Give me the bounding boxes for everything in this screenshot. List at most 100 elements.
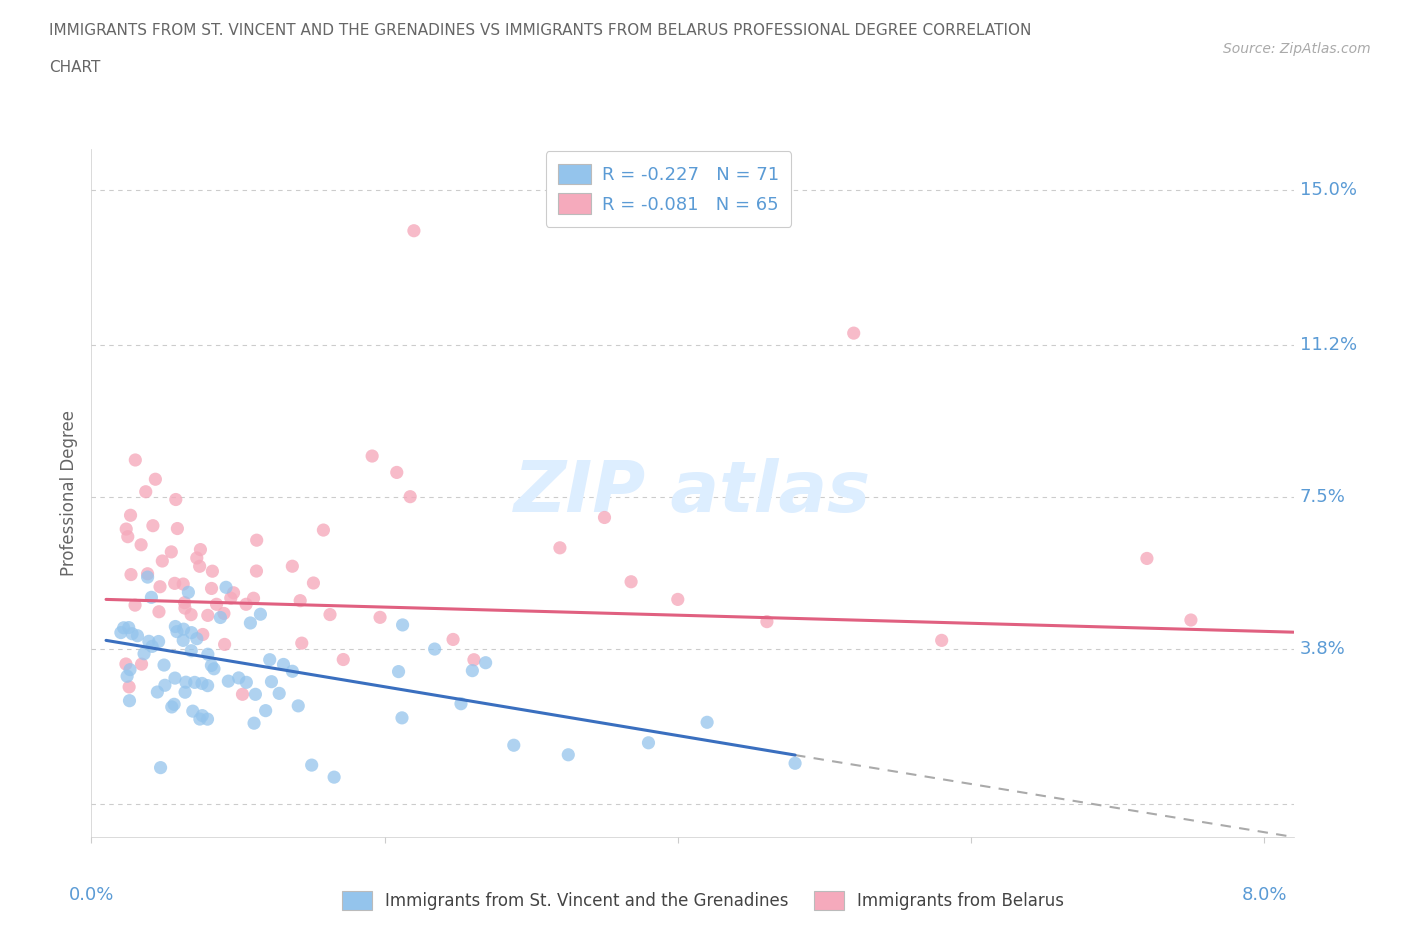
Point xyxy=(160,544,183,559)
Point xyxy=(260,674,283,689)
Y-axis label: Professional Degree: Professional Degree xyxy=(60,410,79,576)
Point xyxy=(180,644,202,658)
Point xyxy=(163,697,186,711)
Point xyxy=(188,559,211,574)
Point xyxy=(474,656,496,671)
Point xyxy=(138,634,160,649)
Point xyxy=(190,542,212,557)
Point xyxy=(172,577,194,591)
Point xyxy=(1136,551,1159,565)
Point xyxy=(115,657,138,671)
Point xyxy=(385,465,408,480)
Point xyxy=(217,673,239,688)
Point xyxy=(249,606,271,621)
Point xyxy=(173,595,195,610)
Point xyxy=(783,756,806,771)
Point xyxy=(174,601,197,616)
Point xyxy=(215,580,238,595)
Point xyxy=(120,508,142,523)
Point xyxy=(132,646,155,661)
Point xyxy=(239,616,262,631)
Point xyxy=(231,687,253,702)
Point xyxy=(463,652,485,667)
Point xyxy=(129,538,152,552)
Point xyxy=(228,671,250,685)
Text: 0.0%: 0.0% xyxy=(69,886,114,904)
Point xyxy=(323,770,346,785)
Point xyxy=(391,711,413,725)
Point xyxy=(461,663,484,678)
Point xyxy=(302,576,325,591)
Point xyxy=(441,632,464,647)
Point xyxy=(502,737,524,752)
Point xyxy=(214,637,236,652)
Point xyxy=(666,592,689,607)
Point xyxy=(166,521,188,536)
Point xyxy=(124,453,146,468)
Text: 3.8%: 3.8% xyxy=(1299,640,1346,658)
Point xyxy=(118,680,141,695)
Point xyxy=(200,658,222,673)
Point xyxy=(120,567,142,582)
Point xyxy=(200,581,222,596)
Point xyxy=(177,585,200,600)
Point xyxy=(117,529,139,544)
Point xyxy=(361,448,384,463)
Text: ZIP atlas: ZIP atlas xyxy=(513,458,872,527)
Point xyxy=(450,697,472,711)
Point xyxy=(191,627,214,642)
Point xyxy=(301,758,323,773)
Point xyxy=(842,326,865,340)
Point xyxy=(118,662,141,677)
Point xyxy=(637,736,659,751)
Point xyxy=(269,686,291,701)
Point xyxy=(287,698,309,713)
Point xyxy=(148,634,170,649)
Point xyxy=(173,622,195,637)
Point xyxy=(319,607,342,622)
Text: IMMIGRANTS FROM ST. VINCENT AND THE GRENADINES VS IMMIGRANTS FROM BELARUS PROFES: IMMIGRANTS FROM ST. VINCENT AND THE GREN… xyxy=(49,23,1032,38)
Point xyxy=(115,669,138,684)
Point xyxy=(557,748,579,763)
Point xyxy=(163,671,186,685)
Point xyxy=(191,708,214,723)
Point xyxy=(202,661,225,676)
Point xyxy=(368,610,391,625)
Point xyxy=(112,620,135,635)
Point xyxy=(423,642,446,657)
Point xyxy=(197,608,219,623)
Point xyxy=(172,633,194,648)
Point xyxy=(118,620,141,635)
Point xyxy=(387,664,409,679)
Point xyxy=(163,576,186,591)
Point xyxy=(242,591,264,605)
Point xyxy=(149,760,172,775)
Point xyxy=(142,518,165,533)
Point xyxy=(222,585,245,600)
Point xyxy=(149,579,172,594)
Point xyxy=(165,492,187,507)
Point xyxy=(332,652,354,667)
Point xyxy=(281,664,304,679)
Point xyxy=(165,619,187,634)
Point xyxy=(273,657,295,671)
Point xyxy=(131,657,153,671)
Point xyxy=(145,472,167,486)
Point xyxy=(124,598,146,613)
Point xyxy=(290,593,312,608)
Point xyxy=(245,564,267,578)
Point xyxy=(166,624,188,639)
Point xyxy=(136,570,159,585)
Point xyxy=(620,575,643,590)
Point xyxy=(399,489,422,504)
Point xyxy=(153,678,176,693)
Point xyxy=(235,675,257,690)
Point xyxy=(212,606,235,621)
Point xyxy=(141,590,163,604)
Point xyxy=(148,604,170,619)
Point xyxy=(201,564,224,578)
Point xyxy=(136,566,159,581)
Point xyxy=(205,597,228,612)
Point xyxy=(391,618,413,632)
Point xyxy=(110,625,132,640)
